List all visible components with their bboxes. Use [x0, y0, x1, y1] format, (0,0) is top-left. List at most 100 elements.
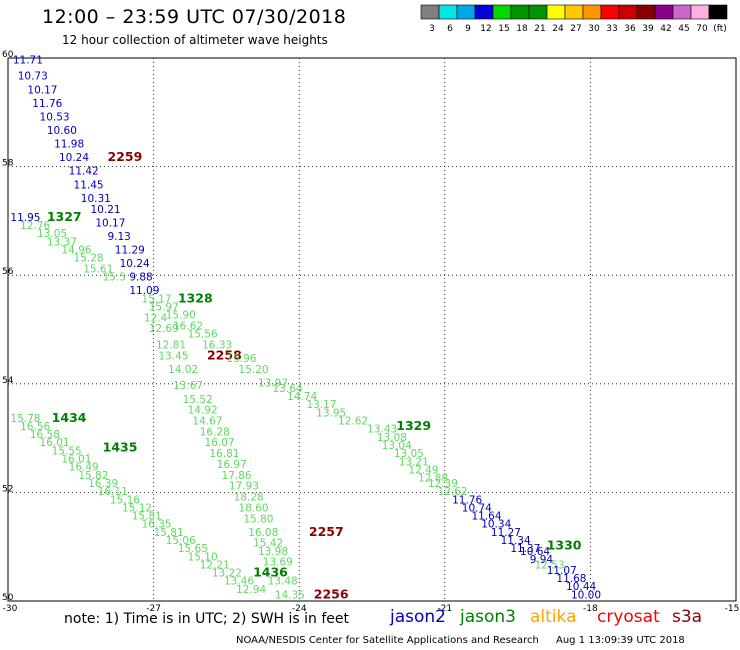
legend-cryosat: cryosat [597, 607, 660, 627]
map-frame [7, 57, 737, 602]
wave-height-label: 15.61 [83, 263, 113, 275]
wave-height-label: 11.07 [547, 565, 577, 577]
colorbar-tick-label: 30 [588, 24, 600, 34]
wave-height-label: 12.39 [428, 478, 458, 490]
wave-height-label: 10.60 [47, 125, 77, 137]
lon-tick-label: -30 [3, 604, 18, 614]
wave-height-label: 15.81 [132, 511, 162, 523]
wave-height-label: 10.00 [571, 589, 601, 601]
wave-height-label: 13.64 [273, 383, 303, 395]
wave-height-label: 12.76 [20, 220, 50, 232]
wave-height-label: 16.08 [248, 527, 278, 539]
wave-height-label: 15.52 [183, 394, 213, 406]
lat-tick-label: 60 [2, 50, 14, 60]
wave-height-label: 13.67 [173, 380, 203, 392]
wave-height-colorbar: 3 6 9 12 15 18 21 24 27 30 33 36 39 42 45 70 (ft) [420, 4, 728, 34]
wave-height-label: 16.39 [88, 478, 118, 490]
wave-height-label: 18.60 [239, 502, 269, 514]
lon-tick-label: -18 [583, 604, 598, 614]
wave-height-label: 16.62 [173, 321, 203, 333]
wave-height-label: 16.28 [200, 426, 230, 438]
wave-height-label: 15.10 [188, 551, 218, 563]
lat-tick-label: 50 [2, 593, 14, 603]
wave-height-label: 13.69 [263, 557, 293, 569]
wave-height-label: 10.53 [40, 111, 70, 123]
colorbar-tick-label: 39 [642, 24, 654, 34]
track-time-label: 1327 [47, 209, 82, 224]
track-time-label: 1434 [52, 410, 87, 425]
wave-height-label: 13.04 [382, 440, 412, 452]
wave-height-label: 12.94 [236, 584, 266, 596]
wave-height-label: 16.01 [61, 454, 91, 466]
wave-height-label: 11.37 [510, 543, 540, 555]
legend-jason2: jason2 [390, 607, 446, 627]
wave-height-label: 12.62 [438, 486, 468, 498]
wave-height-label: 9.88 [129, 272, 152, 284]
colorbar-tick-label: 70 [696, 24, 708, 34]
track-time-label: 1435 [103, 440, 138, 455]
colorbar-tick-label: 24 [552, 24, 564, 34]
colorbar-tick-label: (ft) [713, 24, 727, 34]
colorbar-tick-label: 18 [516, 24, 528, 34]
wave-height-label: 16.35 [141, 519, 171, 531]
wave-height-label: 13.45 [158, 350, 188, 362]
wave-height-label: 13.22 [212, 568, 242, 580]
wave-height-label: 13.05 [37, 228, 67, 240]
colorbar-tick-label: 15 [498, 24, 509, 34]
wave-height-label: 13.95 [316, 407, 346, 419]
colorbar-tick-label: 27 [570, 24, 581, 34]
wave-height-label: 16.07 [205, 437, 235, 449]
wave-height-label: 13.21 [399, 456, 429, 468]
colorbar-tick-label: 3 [429, 24, 435, 34]
wave-height-label: 10.31 [81, 193, 111, 205]
page-title: 12:00 – 23:59 UTC 07/30/2018 [42, 6, 347, 28]
colorbar-tick-label: 45 [678, 24, 689, 34]
footer-timestamp: Aug 1 13:09:39 UTC 2018 [556, 635, 685, 646]
wave-height-label: 10.21 [91, 204, 121, 216]
track-time-label: 2258 [207, 347, 242, 362]
wave-height-label: 13.17 [306, 399, 336, 411]
wave-height-label: 16.58 [30, 429, 60, 441]
wave-height-label: 13.05 [394, 448, 424, 460]
wave-height-label: 13.43 [367, 424, 397, 436]
wave-height-label: 10.24 [120, 258, 150, 270]
colorbar-tick-label: 33 [606, 24, 617, 34]
track-time-label: 1330 [547, 537, 582, 552]
wave-height-label: 16.11 [98, 486, 128, 498]
wave-height-label: 15.28 [74, 253, 104, 265]
track-time-label: 1436 [253, 565, 288, 580]
colorbar-tick-label: 6 [447, 24, 453, 34]
wave-height-label: 11.27 [491, 527, 521, 539]
wave-height-label: 12.62 [338, 416, 368, 428]
wave-height-label: 10.17 [95, 217, 125, 229]
wave-height-label: 15.81 [154, 527, 184, 539]
wave-height-label: 11.45 [74, 179, 104, 191]
wave-height-label: 12.81 [156, 340, 186, 352]
wave-height-label: 12.69 [149, 323, 179, 335]
wave-height-label: 10.24 [59, 152, 89, 164]
legend-altika: altika [530, 607, 577, 627]
track-time-label: 2259 [107, 149, 142, 164]
track-time-label: 1328 [178, 290, 213, 305]
wave-height-label: 18.28 [234, 492, 264, 504]
wave-height-label: 12.88 [418, 473, 448, 485]
wave-height-label: 11.98 [54, 139, 84, 151]
colorbar-tick-label: 21 [534, 24, 545, 34]
lat-tick-label: 52 [2, 484, 13, 494]
wave-height-label: 10.44 [566, 581, 596, 593]
wave-height-label: 14.67 [192, 416, 222, 428]
wave-height-label: 11.64 [471, 511, 501, 523]
wave-height-label: 14.74 [287, 391, 317, 403]
wave-height-label: 13.97 [258, 378, 288, 390]
wave-height-label: 15.56 [188, 329, 218, 341]
wave-height-label: 16.49 [69, 462, 99, 474]
lon-tick-label: -27 [146, 604, 161, 614]
wave-height-label: 10.64 [520, 546, 550, 558]
wave-height-label: 15.06 [166, 535, 196, 547]
wave-height-label: 12.53 [535, 559, 565, 571]
wave-height-label: 15.17 [141, 293, 171, 305]
legend-s3a: s3a [672, 607, 703, 627]
wave-height-label: 12.4 [144, 312, 168, 324]
